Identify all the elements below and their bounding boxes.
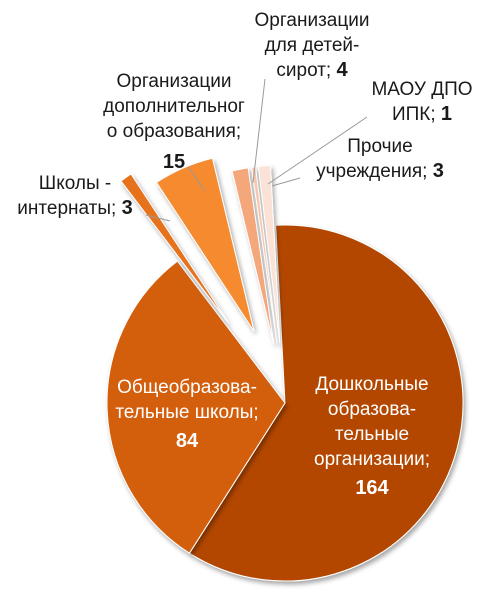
pie-slice-1 xyxy=(188,224,464,582)
leader-line-7 xyxy=(271,177,301,187)
pie-slice-5 xyxy=(231,167,275,345)
slice-label-4: Организации дополнительног о образования; 1… xyxy=(103,71,245,173)
slice-value-3: 3 xyxy=(122,197,133,219)
slice-value-4: 15 xyxy=(163,151,185,173)
slice-value-1: 164 xyxy=(355,477,389,499)
slice-label-2: Общеобразова-тельные школы; 84 xyxy=(115,377,258,452)
leader-line-3 xyxy=(145,214,171,222)
leader-line-5 xyxy=(252,78,266,184)
pie-slice-4 xyxy=(155,157,255,332)
slice-value-2: 84 xyxy=(176,430,199,452)
pie-slice-6 xyxy=(250,166,278,344)
pie-slice-7 xyxy=(257,164,281,344)
slice-label-7: Прочие учреждения; 3 xyxy=(316,136,444,182)
slice-value-5: 4 xyxy=(336,59,348,81)
slice-label-6: МАОУ ДПО ИПК; 1 xyxy=(371,79,472,125)
pie-slice-2 xyxy=(106,260,286,554)
slice-label-3: Школы -интернаты; 3 xyxy=(17,173,132,219)
pie-slice-3 xyxy=(120,173,229,324)
slice-value-6: 1 xyxy=(441,103,452,125)
slice-value-7: 3 xyxy=(433,160,444,182)
slice-label-1: Дошкольные образова-тельные организации; 16… xyxy=(314,374,430,499)
slice-label-5: Организации для детей-сирот; 4 xyxy=(255,10,370,81)
slice-labels: Дошкольные образова-тельные организации; 16… xyxy=(17,10,472,499)
leader-lines xyxy=(145,78,368,222)
leader-line-4 xyxy=(187,166,206,192)
pie-slices xyxy=(106,157,464,582)
leader-line-6 xyxy=(267,116,368,185)
